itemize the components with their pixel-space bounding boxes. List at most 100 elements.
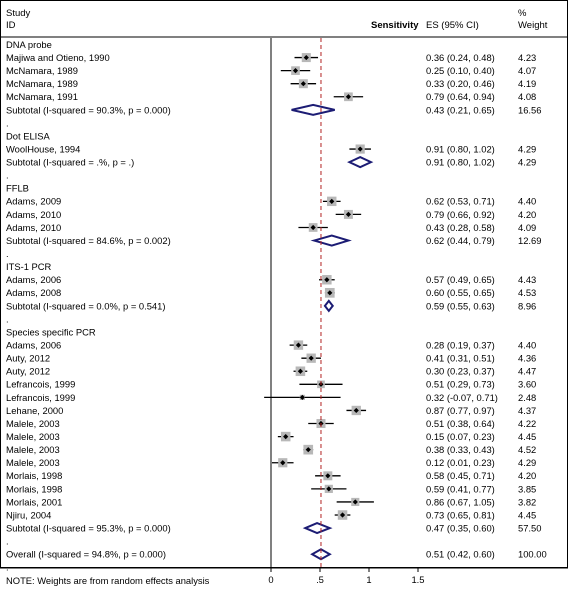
effect-size-ci: 0.12 (0.01, 0.23) xyxy=(426,457,495,468)
study-label: Adams, 2010 xyxy=(6,222,61,233)
row-study: Njiru, 2004 0.73 (0.65, 0.81) 4.45 xyxy=(6,509,536,520)
study-label: Morlais, 1998 xyxy=(6,470,62,481)
row-study: Auty, 2012 0.41 (0.31, 0.51) 4.36 xyxy=(6,353,536,364)
row-group: Species specific PCR xyxy=(6,326,96,337)
point-estimate xyxy=(345,94,352,100)
subtotal-label: Subtotal (I-squared = .%, p = .) xyxy=(6,157,134,168)
weight-value: 4.20 xyxy=(518,470,536,481)
weight-value: 4.47 xyxy=(518,366,536,377)
group-label: ITS-1 PCR xyxy=(6,261,52,272)
weight-value: 12.69 xyxy=(518,235,541,246)
point-estimate xyxy=(329,198,335,204)
row-subtotal: Subtotal (I-squared = 84.6%, p = 0.002) 0… xyxy=(6,234,541,247)
header-es: ES (95% CI) xyxy=(426,20,479,31)
row-study: Adams, 2006 0.28 (0.19, 0.37) 4.40 xyxy=(6,340,536,351)
header-weight: Weight xyxy=(518,20,548,31)
effect-size-ci: 0.62 (0.53, 0.71) xyxy=(426,196,495,207)
row-study: Adams, 2010 0.79 (0.66, 0.92) 4.20 xyxy=(6,209,536,220)
row-dot: . xyxy=(6,248,9,259)
header-sensitivity: Sensitivity xyxy=(371,20,419,31)
point-estimate xyxy=(280,460,286,466)
row-study: McNamara, 1991 0.79 (0.64, 0.94) 4.08 xyxy=(6,91,536,102)
overall-label: Overall (I-squared = 94.8%, p = 0.000) xyxy=(6,549,166,560)
row-group: FFLB xyxy=(6,183,29,194)
effect-size-ci: 0.43 (0.28, 0.58) xyxy=(426,222,495,233)
study-label: Malele, 2003 xyxy=(6,444,60,455)
weight-value: 2.48 xyxy=(518,392,536,403)
effect-size-ci: 0.60 (0.55, 0.65) xyxy=(426,287,495,298)
dot-label: . xyxy=(6,536,9,547)
point-estimate xyxy=(283,434,289,440)
effect-size-ci: 0.59 (0.41, 0.77) xyxy=(426,483,495,494)
weight-value: 57.50 xyxy=(518,522,541,533)
subtotal-diamond xyxy=(302,522,333,535)
rows-layer: DNA probe Majiwa and Otieno, 1990 0.36 (0.… xyxy=(6,39,547,586)
x-tick-label: 1 xyxy=(366,574,371,585)
subtotal-label: Subtotal (I-squared = 0.0%, p = 0.541) xyxy=(6,300,165,311)
subtotal-diamond xyxy=(347,156,374,169)
weight-value: 3.60 xyxy=(518,379,536,390)
weight-value: 4.09 xyxy=(518,222,536,233)
dot-label: . xyxy=(6,313,9,324)
x-axis: 0 .5 1 1.5 xyxy=(268,38,425,585)
group-label: FFLB xyxy=(6,183,29,194)
row-study: Malele, 2003 0.15 (0.07, 0.23) 4.45 xyxy=(6,431,536,442)
point-estimate xyxy=(353,407,359,414)
subtotal-diamond xyxy=(323,299,335,313)
row-study: Majiwa and Otieno, 1990 0.36 (0.24, 0.48)… xyxy=(6,52,536,63)
row-dot: . xyxy=(6,313,9,324)
weight-value: 4.40 xyxy=(518,196,536,207)
row-subtotal: Subtotal (I-squared = 0.0%, p = 0.541) 0.… xyxy=(6,299,536,313)
weight-value: 4.19 xyxy=(518,78,536,89)
study-label: McNamara, 1989 xyxy=(6,78,78,89)
row-note: NOTE: Weights are from random effects an… xyxy=(6,575,210,586)
point-estimate xyxy=(299,394,305,400)
point-estimate xyxy=(300,81,306,87)
row-study: McNamara, 1989 0.25 (0.10, 0.40) 4.07 xyxy=(6,65,536,76)
effect-size-ci: 0.51 (0.42, 0.60) xyxy=(426,549,495,560)
effect-size-ci: 0.79 (0.64, 0.94) xyxy=(426,91,495,102)
overall-diamond xyxy=(310,548,332,561)
group-label: Species specific PCR xyxy=(6,326,96,337)
subtotal-diamond xyxy=(291,103,335,116)
study-label: Lehane, 2000 xyxy=(6,405,63,416)
dot-label: . xyxy=(6,170,9,181)
row-study: WoolHouse, 1994 0.91 (0.80, 1.02) 4.29 xyxy=(6,143,536,154)
weight-value: 4.07 xyxy=(518,65,536,76)
dot-label: . xyxy=(6,562,9,573)
weight-value: 4.22 xyxy=(518,418,536,429)
study-label: Adams, 2010 xyxy=(6,209,61,220)
weight-value: 4.29 xyxy=(518,143,536,154)
study-label: Malele, 2003 xyxy=(6,457,60,468)
point-estimate xyxy=(324,277,330,283)
weight-value: 4.53 xyxy=(518,287,536,298)
weight-value: 4.23 xyxy=(518,52,536,63)
effect-size-ci: 0.41 (0.31, 0.51) xyxy=(426,353,495,364)
row-dot: . xyxy=(6,562,9,573)
header-id: ID xyxy=(6,20,16,31)
weight-value: 4.52 xyxy=(518,444,536,455)
effect-size-ci: 0.73 (0.65, 0.81) xyxy=(426,509,495,520)
study-label: Morlais, 2001 xyxy=(6,496,62,507)
study-label: McNamara, 1991 xyxy=(6,91,78,102)
weight-value: 4.40 xyxy=(518,340,536,351)
subtotal-label: Subtotal (I-squared = 90.3%, p = 0.000) xyxy=(6,104,171,115)
study-label: Adams, 2008 xyxy=(6,287,61,298)
row-subtotal: Subtotal (I-squared = 90.3%, p = 0.000) 0… xyxy=(6,103,541,116)
effect-size-ci: 0.28 (0.19, 0.37) xyxy=(426,340,495,351)
weight-value: 4.37 xyxy=(518,405,536,416)
row-study: McNamara, 1989 0.33 (0.20, 0.46) 4.19 xyxy=(6,78,536,89)
point-estimate xyxy=(295,342,302,348)
group-label: Dot ELISA xyxy=(6,130,51,141)
point-estimate xyxy=(292,68,299,74)
weight-value: 4.08 xyxy=(518,91,536,102)
row-study: Morlais, 1998 0.59 (0.41, 0.77) 3.85 xyxy=(6,483,536,494)
x-tick-label: 1.5 xyxy=(411,574,424,585)
point-estimate xyxy=(326,486,332,492)
x-tick-label: 0 xyxy=(268,574,273,585)
row-study: Malele, 2003 0.12 (0.01, 0.23) 4.29 xyxy=(6,457,536,468)
point-estimate xyxy=(352,499,358,505)
study-label: Auty, 2012 xyxy=(6,353,50,364)
